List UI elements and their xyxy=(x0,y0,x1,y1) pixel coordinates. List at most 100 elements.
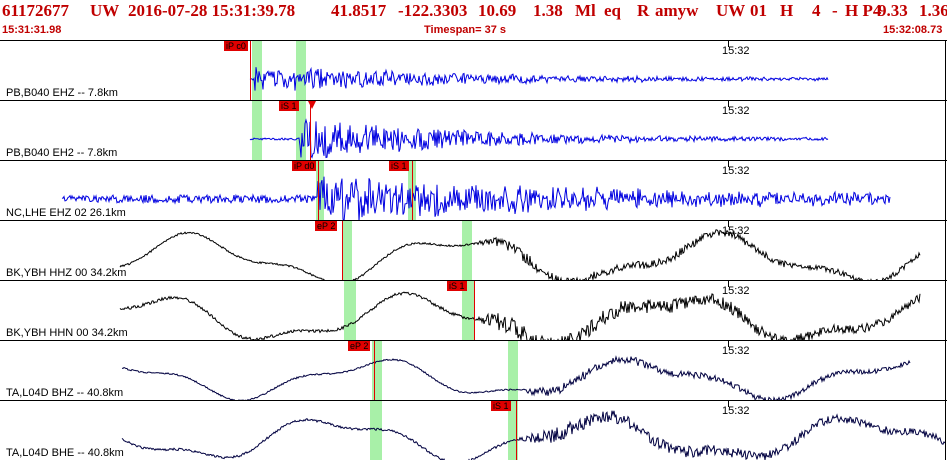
waveform-panel[interactable]: 15:32 iS 1 PB,B040 EH2 -- 7.8km xyxy=(0,100,947,160)
timespan-bar: 15:31:31.98 Timespan= 37 s 15:32:08.73 xyxy=(0,24,947,38)
panel-right-border xyxy=(945,161,946,220)
time-label: 15:32 xyxy=(722,165,750,177)
seismogram-trace xyxy=(119,291,921,340)
seismogram-line xyxy=(61,176,891,220)
pick-window-highlight xyxy=(508,341,518,400)
panel-right-border xyxy=(945,41,946,100)
seismogram-trace xyxy=(61,176,891,220)
time-label: 15:32 xyxy=(722,345,750,357)
pick-window-highlight xyxy=(316,161,324,220)
station-count: 4 xyxy=(812,1,821,20)
phase-pick-marker[interactable] xyxy=(474,281,475,340)
time-tick xyxy=(728,41,729,47)
time-tick xyxy=(728,341,729,347)
channel-label: NC,LHE EHZ 02 26.1km xyxy=(6,207,126,219)
timespan-label: Timespan= 37 s xyxy=(424,24,507,36)
pick-window-highlight xyxy=(462,221,472,280)
phase-pick-marker[interactable] xyxy=(412,161,413,220)
pick-window-highlight xyxy=(296,101,306,160)
review-flag: R xyxy=(637,1,650,20)
channel-label: TA,L04D BHE -- 40.8km xyxy=(6,447,124,459)
event-summary-header: 61172677 UW 2016-07-28 15:31:39.78 41.85… xyxy=(0,0,947,22)
seismogram-line xyxy=(119,291,921,340)
seismogram-line xyxy=(249,66,829,91)
phase-pick-label[interactable]: iS 1 xyxy=(447,281,467,291)
phase-pick-label[interactable]: iS 1 xyxy=(389,161,409,171)
pick-window-highlight xyxy=(344,281,356,340)
network-code: UW xyxy=(90,1,120,20)
phase-pick-marker[interactable] xyxy=(342,221,343,280)
time-label: 15:32 xyxy=(722,285,750,297)
seismogram-trace xyxy=(121,410,946,460)
seismogram-line xyxy=(121,410,946,460)
pick-window-highlight xyxy=(296,41,306,100)
pick-arrow-icon xyxy=(308,101,316,109)
time-label: 15:32 xyxy=(722,45,750,57)
phase-pick-label[interactable]: iP c0 xyxy=(224,41,248,51)
seismogram-line xyxy=(119,229,921,280)
phase-pick-marker[interactable] xyxy=(374,341,375,400)
time-tick xyxy=(728,221,729,227)
value-1: 9.33 xyxy=(878,1,908,20)
time-tick xyxy=(728,101,729,107)
time-label: 15:32 xyxy=(722,405,750,417)
panel-right-border xyxy=(945,401,946,460)
phase-pick-label[interactable]: eP 2 xyxy=(348,341,371,351)
phase-pick-label[interactable]: iS 1 xyxy=(491,401,511,411)
channel-label: PB,B040 EH2 -- 7.8km xyxy=(6,147,118,159)
magnitude: 1.38 xyxy=(533,1,563,20)
time-tick xyxy=(728,161,729,167)
seismogram-trace xyxy=(121,355,911,400)
panel-right-border xyxy=(945,221,946,280)
event-id: 61172677 xyxy=(2,1,70,20)
time-tick xyxy=(728,281,729,287)
phase-pick-label[interactable]: iS 1 xyxy=(279,101,299,111)
latitude: 41.8517 xyxy=(331,1,387,20)
time-tick xyxy=(728,401,729,407)
depth: 10.69 xyxy=(478,1,517,20)
waveform-panel[interactable]: 15:32 iS 1 BK,YBH HHN 00 34.2km xyxy=(0,280,947,340)
channel-label: BK,YBH HHZ 00 34.2km xyxy=(6,267,127,279)
authority: UW xyxy=(716,1,746,20)
panel-right-border xyxy=(945,101,946,160)
seismogram-trace xyxy=(249,66,829,91)
event-type: eq xyxy=(604,1,621,20)
time-label: 15:32 xyxy=(722,225,750,237)
pick-window-highlight xyxy=(342,221,352,280)
channel-label: PB,B040 EHZ -- 7.8km xyxy=(6,87,118,99)
start-time: 15:31:31.98 xyxy=(2,24,62,36)
phase-pick-marker[interactable] xyxy=(318,161,319,220)
seismogram-trace xyxy=(119,229,921,280)
end-time: 15:32:08.73 xyxy=(883,24,943,36)
waveform-panel[interactable]: 15:32 eP 2 TA,L04D BHZ -- 40.8km xyxy=(0,340,947,400)
seismogram-line xyxy=(121,355,911,400)
channel-label: BK,YBH HHN 00 34.2km xyxy=(6,327,128,339)
panel-right-border xyxy=(945,281,946,340)
origin-datetime: 2016-07-28 15:31:39.78 xyxy=(128,1,296,20)
channel-label: TA,L04D BHZ -- 40.8km xyxy=(6,387,124,399)
panel-right-border xyxy=(945,341,946,400)
pick-window-highlight xyxy=(372,341,382,400)
magnitude-type: Ml xyxy=(575,1,596,20)
value-2: 1.36 xyxy=(919,1,947,20)
seismogram-line xyxy=(249,118,829,159)
waveform-panel[interactable]: 15:32 eP 2 BK,YBH HHZ 00 34.2km xyxy=(0,220,947,280)
phase-pick-label[interactable]: eP 2 xyxy=(315,221,338,231)
pick-window-highlight xyxy=(462,281,474,340)
pick-window-highlight xyxy=(252,101,262,160)
phase-pick-marker[interactable] xyxy=(516,401,517,460)
waveform-panel[interactable]: 15:32 iP c0 PB,B040 EHZ -- 7.8km xyxy=(0,40,947,100)
phase-pick-marker[interactable] xyxy=(310,101,311,160)
pick-window-highlight xyxy=(252,41,262,100)
phase-pick-marker[interactable] xyxy=(250,41,251,100)
waveform-panel[interactable]: 15:32 iP d0 iS 1 NC,LHE EHZ 02 26.1km xyxy=(0,160,947,220)
hp-flag: H P4 xyxy=(845,1,882,20)
h-flag: H xyxy=(780,1,794,20)
analyst-user: amyw xyxy=(655,1,699,20)
phase-pick-label[interactable]: iP d0 xyxy=(292,161,317,171)
seismogram-trace xyxy=(249,118,829,159)
pick-window-highlight xyxy=(508,401,518,460)
time-label: 15:32 xyxy=(722,105,750,117)
longitude: -122.3303 xyxy=(398,1,468,20)
waveform-panel[interactable]: 15:32 iS 1 TA,L04D BHE -- 40.8km xyxy=(0,400,947,460)
